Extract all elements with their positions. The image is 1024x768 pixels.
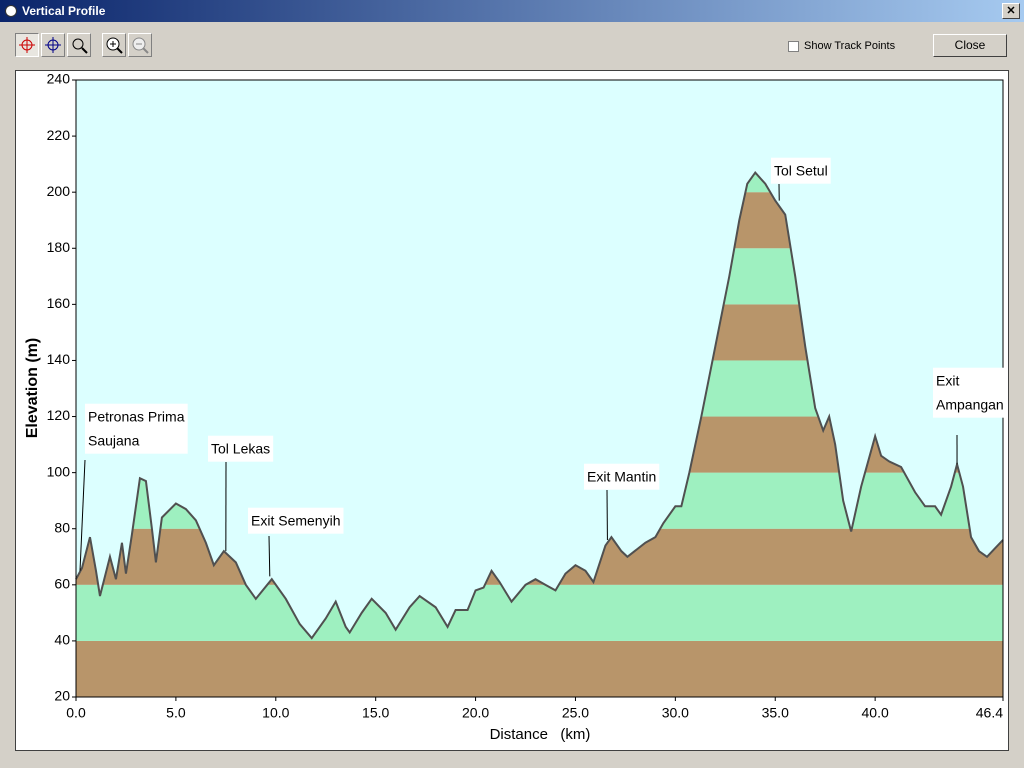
x-tick-label: 10.0 <box>262 705 289 721</box>
annotation-box <box>584 463 660 490</box>
annotation-box <box>85 403 188 454</box>
annotation-leader <box>79 459 86 571</box>
x-tick-label: 46.4 <box>976 705 1003 721</box>
tool-zoom-out[interactable] <box>128 33 152 57</box>
y-tick-label: 80 <box>54 519 70 535</box>
annotation-text: Saujana <box>88 433 140 449</box>
annotation-text: Exit Mantin <box>587 469 656 485</box>
elevation-band <box>76 584 1003 641</box>
annotation-box <box>248 507 344 534</box>
x-tick-label: 35.0 <box>762 705 789 721</box>
y-tick-label: 140 <box>47 351 71 367</box>
x-tick-label: 25.0 <box>562 705 589 721</box>
y-tick-label: 100 <box>47 463 71 479</box>
annotation-text: Tol Lekas <box>211 441 270 457</box>
y-tick-label: 240 <box>47 71 71 87</box>
x-tick-label: 0.0 <box>66 705 86 721</box>
y-tick-label: 40 <box>54 632 70 648</box>
checkbox[interactable] <box>788 41 799 52</box>
close-x[interactable]: ✕ <box>1002 3 1020 19</box>
y-tick-label: 180 <box>47 239 71 255</box>
x-tick-label: 15.0 <box>362 705 389 721</box>
y-tick-label: 220 <box>47 127 71 143</box>
annotation-text: Tol Setul <box>774 163 828 179</box>
annotation-box <box>208 435 274 462</box>
y-tick-label: 160 <box>47 295 71 311</box>
window-title: Vertical Profile <box>22 4 106 18</box>
annotation-text: Petronas Prima <box>88 409 185 425</box>
tool-crosshair-red[interactable] <box>15 33 39 57</box>
annotation-box <box>933 367 1007 418</box>
annotation-text: Ampangan <box>936 397 1004 413</box>
tool-zoom-box[interactable] <box>67 33 91 57</box>
y-tick-label: 20 <box>54 688 70 704</box>
annotation-text: Exit <box>936 373 959 389</box>
annotation-box <box>771 157 831 184</box>
x-tick-label: 20.0 <box>462 705 489 721</box>
elevation-band <box>76 640 1003 697</box>
checkbox-label[interactable]: Show Track Points <box>804 40 896 52</box>
tool-crosshair-blue[interactable] <box>41 33 65 57</box>
x-axis-label: Distance (km) <box>490 726 591 743</box>
close-button[interactable]: Close <box>933 34 1007 57</box>
annotation-text: Exit Semenyih <box>251 513 340 529</box>
y-tick-label: 200 <box>47 183 71 199</box>
tool-zoom-in[interactable] <box>102 33 126 57</box>
profile-line <box>75 170 1004 640</box>
x-tick-label: 30.0 <box>662 705 689 721</box>
y-axis-label: Elevation (m) <box>24 338 41 438</box>
x-tick-label: 5.0 <box>166 705 186 721</box>
title-bar: Vertical Profile ✕ <box>0 0 1024 22</box>
y-tick-label: 120 <box>47 407 71 423</box>
x-tick-label: 40.0 <box>862 705 889 721</box>
chart: Elevation (m) Distance (km) 20 40 60 80 100 1… <box>15 70 1009 751</box>
annotation-leader <box>268 535 271 577</box>
app-icon <box>5 5 17 17</box>
y-tick-label: 60 <box>54 576 70 592</box>
